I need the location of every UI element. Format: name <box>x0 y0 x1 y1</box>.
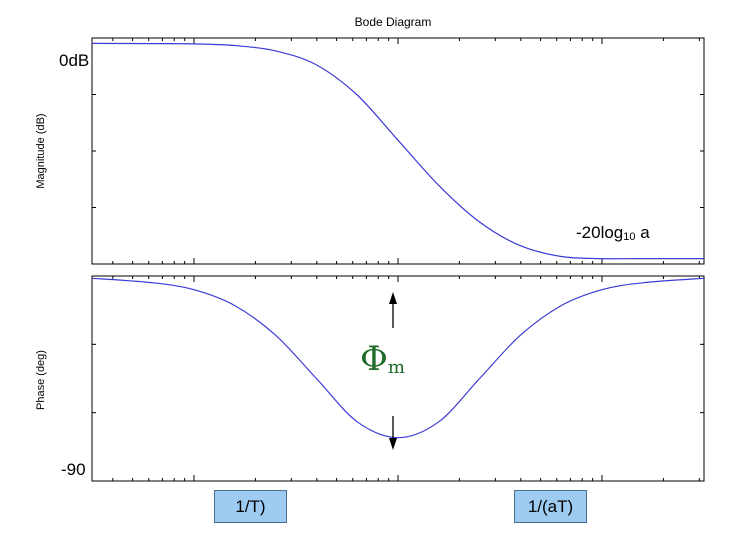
minus-90-label: -90 <box>61 460 86 479</box>
gain-floor-sub: 10 <box>623 231 635 243</box>
phi-subscript: m <box>388 357 405 378</box>
phase-ylabel: Phase (deg) <box>35 350 47 410</box>
phase-frame <box>91 275 705 482</box>
magnitude-ylabel: Magnitude (dB) <box>35 113 47 188</box>
magnitude-curve <box>91 42 704 260</box>
gain-floor-tail: a <box>636 223 651 242</box>
magnitude-axes: Magnitude (dB) 0dB -20log10 a <box>35 37 705 265</box>
zero-db-label: 0dB <box>59 51 89 70</box>
chart-title: Bode Diagram <box>355 15 432 29</box>
phase-ticks <box>92 276 704 481</box>
magnitude-ticks <box>92 38 704 264</box>
up-arrow-icon <box>389 292 397 304</box>
gain-floor-label: -20log10 a <box>576 223 650 243</box>
gain-floor-main: -20log <box>576 223 623 242</box>
phase-margin-label: Φm <box>360 339 405 379</box>
down-arrow-icon <box>389 438 397 450</box>
one-over-at-box: 1/(aT) <box>514 490 587 523</box>
phase-axes: Phase (deg) -90 Φm <box>35 275 705 482</box>
phi-symbol: Φ <box>360 339 388 379</box>
phase-curve <box>91 277 705 439</box>
one-over-t-box: 1/T) <box>214 490 287 523</box>
